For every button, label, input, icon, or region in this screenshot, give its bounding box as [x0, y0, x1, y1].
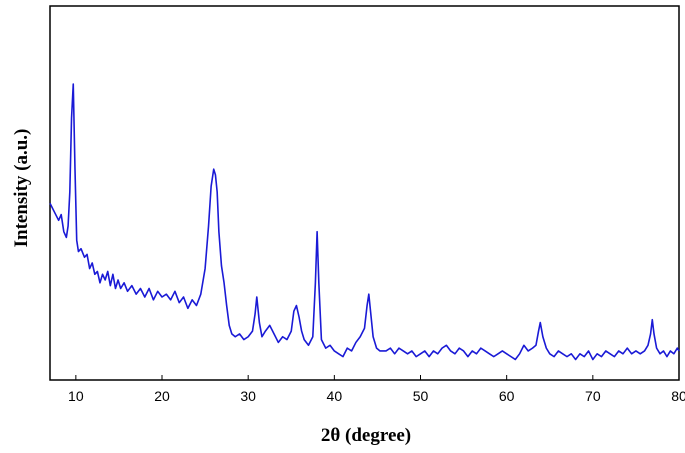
- x-tick-label: 50: [413, 388, 429, 404]
- y-axis-title: Intensity (a.u.): [11, 129, 32, 248]
- x-axis-title: 2θ (degree): [321, 425, 411, 446]
- x-tick-label: 40: [327, 388, 343, 404]
- x-axis-tick-labels: 10 20 30 40 50 60 70 80: [68, 388, 685, 404]
- series-line: [49, 83, 680, 361]
- x-tick-label: 30: [240, 388, 256, 404]
- plot-frame: [49, 5, 680, 381]
- x-tick-label: 20: [154, 388, 170, 404]
- x-axis-ticks: [75, 375, 680, 380]
- x-tick-label: 60: [499, 388, 515, 404]
- x-tick-label: 80: [671, 388, 685, 404]
- x-tick-label: 70: [585, 388, 601, 404]
- x-tick-label: 10: [68, 388, 84, 404]
